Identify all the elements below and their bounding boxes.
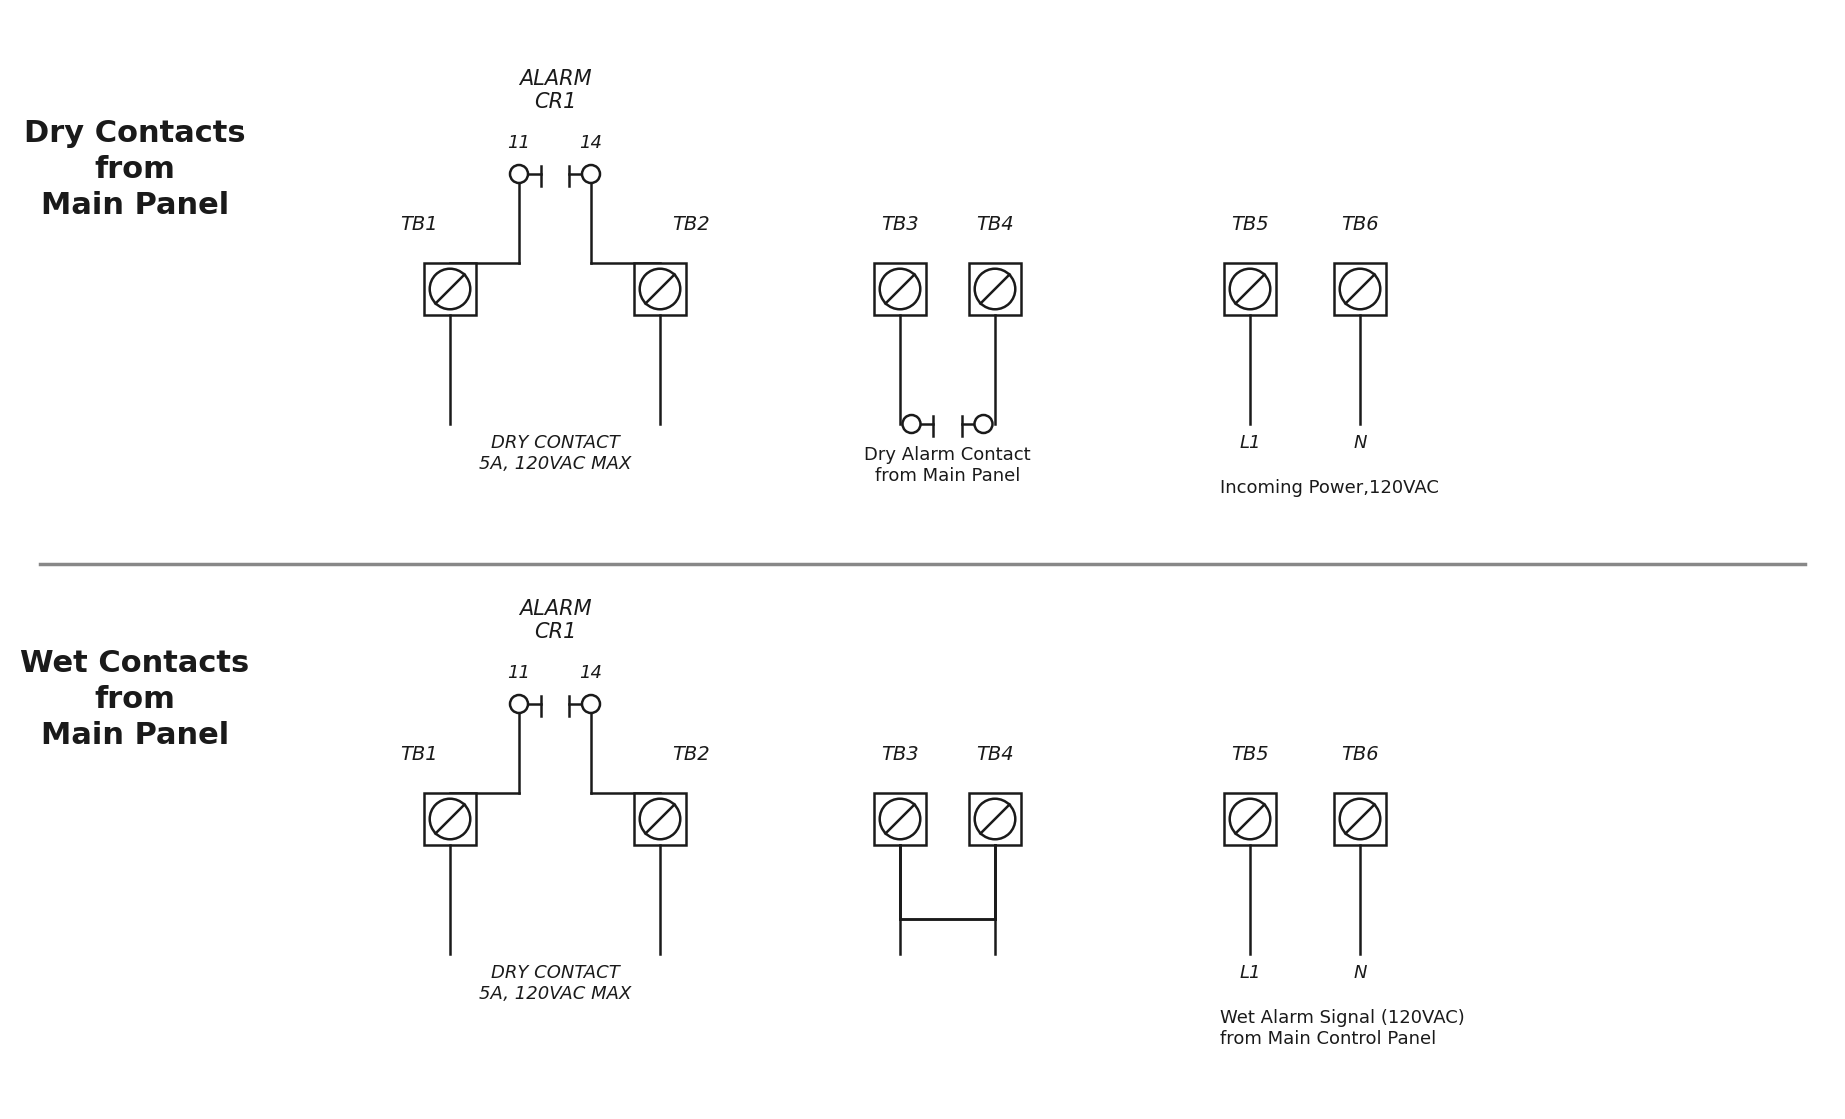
Text: 14: 14 — [579, 664, 603, 681]
Bar — [875, 793, 926, 845]
Text: TB4: TB4 — [976, 744, 1013, 763]
Text: 14: 14 — [579, 134, 603, 152]
Bar — [635, 263, 686, 316]
Circle shape — [902, 415, 921, 433]
Text: Wet Contacts
from
Main Panel: Wet Contacts from Main Panel — [20, 649, 249, 750]
Circle shape — [509, 164, 528, 184]
Text: Dry Alarm Contact
from Main Panel: Dry Alarm Contact from Main Panel — [863, 446, 1031, 485]
Text: DRY CONTACT
5A, 120VAC MAX: DRY CONTACT 5A, 120VAC MAX — [480, 963, 631, 1003]
Bar — [969, 793, 1020, 845]
Text: TB5: TB5 — [1231, 744, 1269, 763]
Bar — [635, 793, 686, 845]
Text: N: N — [1352, 434, 1367, 452]
Circle shape — [974, 269, 1015, 309]
Bar — [875, 263, 926, 316]
Bar — [1223, 793, 1277, 845]
Circle shape — [581, 164, 600, 184]
Circle shape — [581, 695, 600, 713]
Text: TB3: TB3 — [882, 744, 919, 763]
Circle shape — [430, 799, 470, 839]
Text: 11: 11 — [507, 664, 531, 681]
Circle shape — [640, 269, 681, 309]
Circle shape — [880, 269, 921, 309]
Circle shape — [509, 695, 528, 713]
Text: TB6: TB6 — [1341, 744, 1378, 763]
Text: TB1: TB1 — [400, 744, 437, 763]
Bar — [424, 793, 476, 845]
Text: Incoming Power,120VAC: Incoming Power,120VAC — [1220, 479, 1439, 497]
Circle shape — [974, 415, 993, 433]
Text: TB4: TB4 — [976, 215, 1013, 234]
Text: ALARM
CR1: ALARM CR1 — [518, 69, 590, 112]
Text: 11: 11 — [507, 134, 531, 152]
Circle shape — [880, 799, 921, 839]
Circle shape — [1339, 269, 1380, 309]
Circle shape — [1231, 269, 1269, 309]
Circle shape — [640, 799, 681, 839]
Bar — [1334, 263, 1386, 316]
Bar — [1223, 263, 1277, 316]
Text: TB1: TB1 — [400, 215, 437, 234]
Text: TB2: TB2 — [672, 215, 710, 234]
Circle shape — [430, 269, 470, 309]
Bar — [969, 263, 1020, 316]
Text: TB5: TB5 — [1231, 215, 1269, 234]
Circle shape — [1231, 799, 1269, 839]
Text: L1: L1 — [1240, 963, 1260, 982]
Text: TB6: TB6 — [1341, 215, 1378, 234]
Text: ALARM
CR1: ALARM CR1 — [518, 599, 590, 642]
Circle shape — [1339, 799, 1380, 839]
Circle shape — [974, 799, 1015, 839]
Text: Dry Contacts
from
Main Panel: Dry Contacts from Main Panel — [24, 119, 245, 219]
Text: TB2: TB2 — [672, 744, 710, 763]
Text: TB3: TB3 — [882, 215, 919, 234]
Text: L1: L1 — [1240, 434, 1260, 452]
Bar — [1334, 793, 1386, 845]
Text: N: N — [1352, 963, 1367, 982]
Bar — [424, 263, 476, 316]
Text: DRY CONTACT
5A, 120VAC MAX: DRY CONTACT 5A, 120VAC MAX — [480, 434, 631, 473]
Text: Wet Alarm Signal (120VAC)
from Main Control Panel: Wet Alarm Signal (120VAC) from Main Cont… — [1220, 1009, 1465, 1047]
